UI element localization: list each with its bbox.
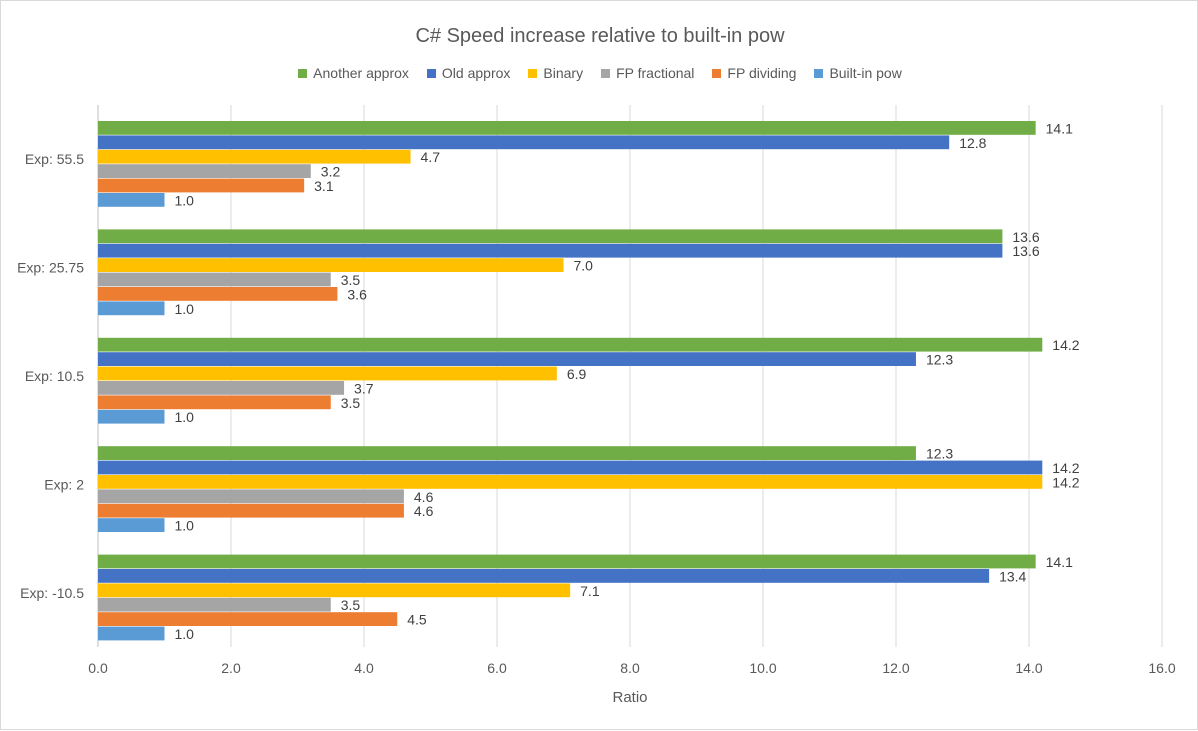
- bar: [98, 352, 916, 366]
- data-label: 14.2: [1052, 337, 1079, 353]
- data-label: 13.6: [1012, 243, 1039, 259]
- data-label: 4.6: [414, 489, 434, 505]
- data-label: 13.4: [999, 568, 1026, 584]
- bar: [98, 193, 165, 207]
- bar: [98, 135, 950, 150]
- data-label: 4.7: [421, 149, 441, 165]
- bar: [98, 337, 1043, 352]
- legend-item: FP fractional: [601, 65, 694, 81]
- bar: [98, 446, 916, 460]
- legend-item: Another approx: [298, 65, 409, 81]
- bar: [98, 243, 1003, 258]
- y-tick-label: Exp: 25.75: [17, 260, 84, 276]
- bar: [98, 366, 557, 381]
- data-label: 7.0: [574, 258, 594, 274]
- bar: [98, 272, 331, 287]
- x-axis-label: Ratio: [612, 689, 647, 706]
- bar: [98, 229, 1003, 244]
- data-label: 4.5: [407, 612, 427, 628]
- legend: Another approx Old approx Binary FP frac…: [1, 65, 1198, 81]
- bar: [98, 395, 331, 410]
- bar: [98, 475, 1043, 489]
- data-label: 13.6: [1012, 229, 1039, 245]
- data-label: 1.0: [175, 626, 195, 642]
- x-tick-label: 14.0: [1015, 660, 1042, 676]
- data-label: 1.0: [175, 409, 195, 425]
- data-label: 1.0: [175, 518, 195, 534]
- legend-item: FP dividing: [712, 65, 796, 81]
- legend-swatch: [528, 68, 538, 78]
- legend-label: Built-in pow: [829, 65, 902, 81]
- x-tick-label: 4.0: [354, 660, 374, 676]
- data-label: 3.1: [314, 178, 334, 194]
- legend-label: FP fractional: [616, 65, 695, 81]
- data-label: 4.6: [414, 503, 434, 519]
- data-label: 3.5: [341, 395, 361, 411]
- bar: [98, 626, 165, 641]
- legend-item: Binary: [528, 65, 583, 81]
- data-label: 7.1: [580, 583, 600, 599]
- x-tick-label: 6.0: [487, 660, 507, 676]
- bar: [98, 178, 305, 193]
- x-tick-label: 16.0: [1148, 660, 1175, 676]
- bar: [98, 503, 404, 518]
- data-label: 12.3: [926, 446, 953, 462]
- bar: [98, 258, 564, 272]
- legend-label: Old approx: [441, 65, 511, 81]
- legend-swatch: [426, 68, 436, 78]
- data-label: 14.1: [1046, 120, 1073, 136]
- bar: [98, 121, 1036, 135]
- legend-item: Built-in pow: [814, 65, 902, 81]
- bar: [98, 612, 398, 626]
- data-label: 1.0: [175, 301, 195, 317]
- data-label: 14.1: [1046, 554, 1073, 570]
- bar: [98, 583, 571, 598]
- data-label: 14.2: [1052, 460, 1079, 476]
- bar: [98, 597, 331, 612]
- legend-label: Binary: [543, 65, 584, 81]
- bar: [98, 569, 990, 583]
- bar: [98, 554, 1036, 569]
- x-tick-label: 8.0: [620, 660, 640, 676]
- y-tick-label: Exp: 2: [44, 476, 84, 492]
- legend-item: Old approx: [426, 65, 511, 81]
- bar: [98, 489, 404, 504]
- y-tick-label: Exp: 55.5: [25, 151, 84, 167]
- bar: [98, 381, 345, 395]
- y-tick-label: Exp: -10.5: [20, 585, 84, 601]
- legend-swatch: [298, 68, 308, 78]
- bar: [98, 409, 165, 424]
- x-tick-label: 12.0: [882, 660, 909, 676]
- data-label: 12.8: [959, 135, 986, 151]
- legend-label: Another approx: [313, 65, 409, 81]
- bar: [98, 518, 165, 532]
- x-tick-label: 0.0: [88, 660, 108, 676]
- data-label: 3.5: [341, 272, 361, 288]
- legend-swatch: [601, 68, 611, 78]
- x-tick-label: 10.0: [749, 660, 776, 676]
- data-label: 6.9: [567, 366, 587, 382]
- legend-label: FP dividing: [727, 65, 797, 81]
- data-label: 12.3: [926, 352, 953, 368]
- x-tick-label: 2.0: [221, 660, 241, 676]
- data-label: 3.5: [341, 597, 361, 613]
- bar: [98, 301, 165, 316]
- bar: [98, 149, 411, 164]
- legend-swatch: [712, 68, 722, 78]
- bar: [98, 287, 338, 301]
- data-label: 14.2: [1052, 474, 1079, 490]
- chart-title: C# Speed increase relative to built-in p…: [415, 25, 785, 47]
- bar: [98, 164, 311, 178]
- data-label: 3.2: [321, 164, 341, 180]
- bar: [98, 460, 1043, 475]
- data-label: 3.6: [347, 286, 367, 302]
- data-label: 3.7: [354, 380, 374, 396]
- legend-swatch: [814, 68, 824, 78]
- y-tick-label: Exp: 10.5: [25, 368, 84, 384]
- data-label: 1.0: [175, 192, 195, 208]
